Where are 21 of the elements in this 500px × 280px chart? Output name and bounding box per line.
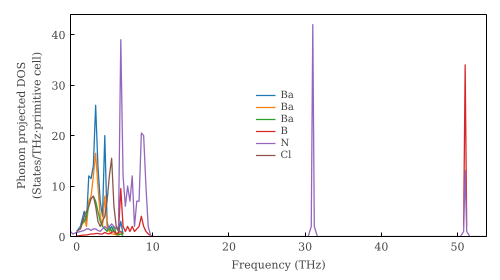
x-tick-label: 0 bbox=[73, 240, 80, 254]
legend-label: Ba bbox=[280, 89, 295, 101]
legend-label: Ba bbox=[280, 101, 295, 113]
y-tick-label: 0 bbox=[58, 231, 66, 244]
legend-label: Cl bbox=[280, 149, 292, 161]
line-series bbox=[76, 104, 124, 235]
x-axis-title: Frequency (THz) bbox=[231, 258, 326, 272]
x-tick-label: 50 bbox=[450, 240, 465, 254]
y-axis-title: Phonon projected DOS (States/THz·primitive cell) bbox=[14, 52, 44, 200]
y-tick-label: 40 bbox=[52, 29, 66, 42]
y-tick-label: 30 bbox=[52, 80, 66, 93]
x-tick-label: 20 bbox=[222, 240, 236, 254]
x-tick-label: 40 bbox=[374, 240, 388, 254]
y-tick-label: 10 bbox=[52, 180, 66, 194]
legend-label: N bbox=[280, 137, 290, 149]
x-tick-label: 30 bbox=[298, 240, 312, 254]
legend-label: B bbox=[280, 125, 289, 137]
line-series bbox=[80, 195, 124, 236]
legend-label: Ba bbox=[280, 113, 295, 125]
x-tick-label: 10 bbox=[146, 240, 160, 254]
y-tick-label: 20 bbox=[52, 130, 66, 144]
